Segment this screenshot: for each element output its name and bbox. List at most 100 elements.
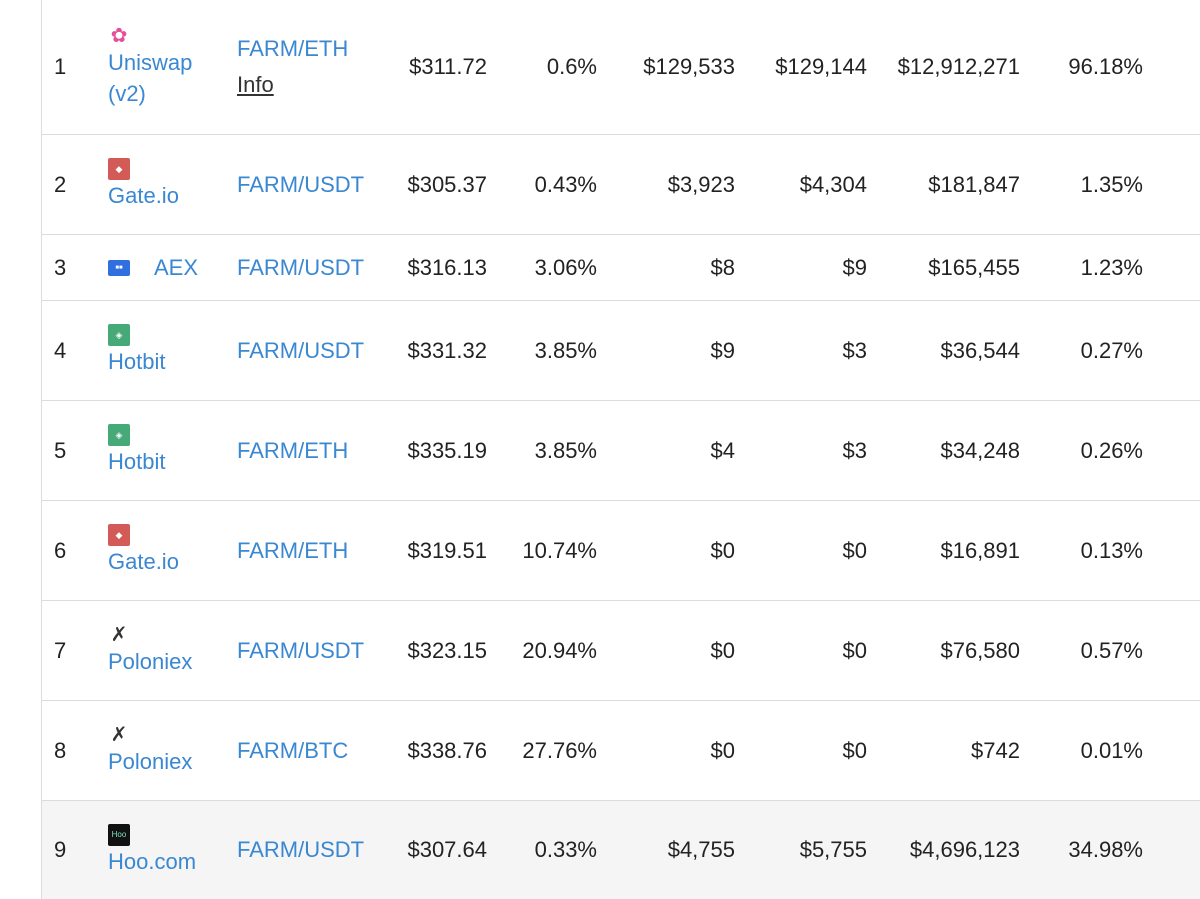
info-link[interactable]: Info [237,72,274,97]
depth-minus-cell: $0 [842,637,867,663]
pair-link[interactable]: FARM/USDT [237,171,365,197]
exchange-link[interactable]: Gate.io [108,549,179,574]
exchange-link[interactable]: AEX [154,254,199,280]
volume-pct-cell: 0.57% [1080,637,1143,663]
depth-plus-cell: $0 [710,737,735,763]
volume-pct-cell: 0.01% [1080,737,1143,763]
depth-plus-cell: $3,923 [667,171,735,197]
spread-cell: 0.6% [546,54,597,79]
volume-pct-cell: 1.23% [1080,254,1143,280]
price-cell: $338.76 [407,737,487,763]
exchange-link[interactable]: Poloniex [108,649,193,674]
table-row-highlighted: 9 Hoo Hoo.com FARM/USDT $307.64 0.33% $4… [42,801,1200,899]
hoo-icon: Hoo [108,823,130,846]
markets-table: 1 ✿ Uniswap (v2) FARM/ETH Info $311.72 0… [41,0,1200,899]
exchange-cell[interactable]: ◆ Gate.io [108,501,238,600]
aex-icon: ■■ [108,259,130,276]
depth-minus-cell: $0 [842,737,867,763]
hotbit-icon: ◈ [108,324,130,346]
depth-plus-cell: $4,755 [667,837,735,862]
pair-link[interactable]: FARM/USDT [237,837,365,862]
spread-cell: 3.06% [534,254,597,280]
table-row: 4 ◈ Hotbit FARM/USDT $331.32 3.85% $9 $3… [42,301,1200,401]
rank-cell: 9 [54,837,67,862]
volume-pct-cell: 96.18% [1068,54,1143,79]
volume-cell: $76,580 [940,637,1020,663]
depth-minus-cell: $0 [842,537,867,563]
depth-minus-cell: $5,755 [799,837,867,862]
depth-minus-cell: $3 [842,337,867,363]
depth-plus-cell: $0 [710,637,735,663]
pair-link[interactable]: FARM/USDT [237,637,365,663]
exchange-link[interactable]: Hotbit [108,449,166,474]
exchange-cell[interactable]: ■■ AEX [108,235,238,300]
depth-minus-cell: $129,144 [775,54,867,79]
depth-plus-cell: $9 [710,337,735,363]
rank-cell: 1 [54,54,67,79]
table-row: 6 ◆ Gate.io FARM/ETH $319.51 10.74% $0 $… [42,501,1200,601]
volume-cell: $12,912,271 [897,54,1020,79]
spread-cell: 3.85% [534,437,597,463]
volume-cell: $742 [971,737,1020,763]
table-row: 2 ◆ Gate.io FARM/USDT $305.37 0.43% $3,9… [42,135,1200,235]
price-cell: $316.13 [407,254,487,280]
volume-cell: $181,847 [928,171,1020,197]
rank-cell: 7 [54,637,67,663]
table-row: 8 ✗ Poloniex FARM/BTC $338.76 27.76% $0 … [42,701,1200,801]
volume-pct-cell: 0.27% [1080,337,1143,363]
price-cell: $307.64 [407,837,487,862]
pair-cell: FARM/ETH Info [237,0,387,134]
pair-link[interactable]: FARM/BTC [237,737,349,763]
pair-link[interactable]: FARM/ETH [237,537,349,563]
pair-link[interactable]: FARM/USDT [237,337,365,363]
depth-minus-cell: $4,304 [799,171,867,197]
price-cell: $311.72 [409,54,487,79]
volume-pct-cell: 34.98% [1068,837,1143,862]
pair-link[interactable]: FARM/ETH [237,36,349,61]
volume-cell: $165,455 [928,254,1020,280]
depth-minus-cell: $3 [842,437,867,463]
exchange-link[interactable]: Poloniex [108,749,193,774]
exchange-cell[interactable]: Hoo Hoo.com [108,801,238,899]
pair-link[interactable]: FARM/ETH [237,437,349,463]
depth-plus-cell: $129,533 [643,54,735,79]
table-row: 7 ✗ Poloniex FARM/USDT $323.15 20.94% $0… [42,601,1200,701]
exchange-link[interactable]: Uniswap [108,50,193,75]
volume-pct-cell: 0.26% [1080,437,1143,463]
exchange-cell[interactable]: ◈ Hotbit [108,401,238,500]
exchange-cell[interactable]: ✗ Poloniex [108,601,238,700]
volume-cell: $4,696,123 [909,837,1020,862]
rank-cell: 6 [54,537,67,563]
volume-cell: $36,544 [940,337,1020,363]
price-cell: $335.19 [407,437,487,463]
exchange-link[interactable]: Gate.io [108,183,179,208]
table-row: 3 ■■ AEX FARM/USDT $316.13 3.06% $8 $9 $… [42,235,1200,301]
spread-cell: 3.85% [534,337,597,363]
exchange-link[interactable]: Hoo.com [108,848,197,874]
gate-icon: ◆ [108,158,130,180]
rank-cell: 3 [54,254,67,280]
exchange-cell[interactable]: ✗ Poloniex [108,701,238,800]
exchange-cell[interactable]: ◈ Hotbit [108,301,238,400]
exchange-cell[interactable]: ✿ Uniswap (v2) [108,0,238,134]
table-row: 5 ◈ Hotbit FARM/ETH $335.19 3.85% $4 $3 … [42,401,1200,501]
depth-plus-cell: $8 [710,254,735,280]
poloniex-icon: ✗ [110,623,128,646]
price-cell: $305.37 [407,171,487,197]
price-cell: $331.32 [407,337,487,363]
exchange-cell[interactable]: ◆ Gate.io [108,135,238,234]
price-cell: $319.51 [407,537,487,563]
volume-cell: $34,248 [940,437,1020,463]
poloniex-icon: ✗ [110,723,128,746]
depth-plus-cell: $0 [710,537,735,563]
pair-link[interactable]: FARM/USDT [237,254,365,280]
exchange-link[interactable]: Hotbit [108,349,166,374]
exchange-link-suffix[interactable]: (v2) [108,81,146,106]
rank-cell: 5 [54,437,67,463]
table-row: 1 ✿ Uniswap (v2) FARM/ETH Info $311.72 0… [42,0,1200,135]
unicorn-icon: ✿ [110,24,128,47]
depth-plus-cell: $4 [710,437,735,463]
volume-cell: $16,891 [940,537,1020,563]
depth-minus-cell: $9 [842,254,867,280]
spread-cell: 10.74% [522,537,597,563]
